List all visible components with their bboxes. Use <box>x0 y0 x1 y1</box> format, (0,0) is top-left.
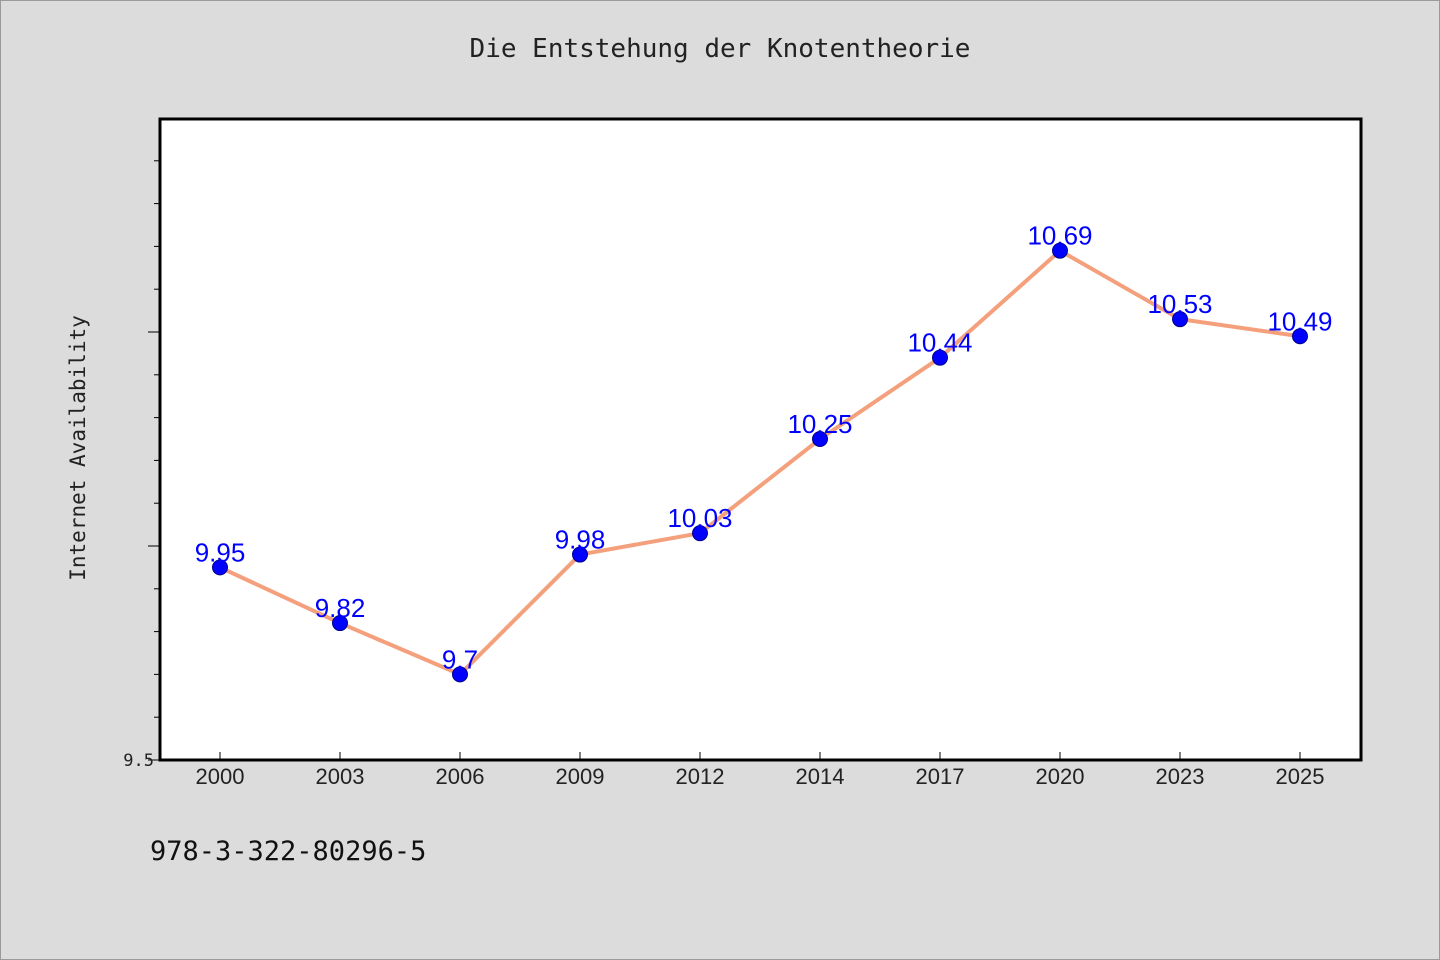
data-point <box>932 349 948 366</box>
data-label: 9.98 <box>555 525 606 555</box>
series-line <box>218 248 1302 677</box>
data-label: 10.44 <box>907 328 972 358</box>
x-tick-label: 2023 <box>1156 764 1205 789</box>
isbn-text: 978-3-322-80296-5 <box>150 836 427 867</box>
data-point <box>1052 242 1068 259</box>
x-tick-label: 2000 <box>196 764 245 789</box>
data-point <box>692 525 708 542</box>
chart-title: Die Entstehung der Knotentheorie <box>469 34 971 64</box>
x-tick-label: 2012 <box>676 764 725 789</box>
data-point <box>1292 328 1308 345</box>
data-label: 10.69 <box>1027 221 1092 251</box>
x-tick-label: 2025 <box>1276 764 1325 789</box>
data-point <box>812 431 828 447</box>
plot-area <box>158 117 1363 762</box>
y-axis-ticks: 9.5 <box>123 160 160 771</box>
data-point <box>212 559 228 576</box>
x-axis-ticks: 2000 2003 2006 2009 2012 2014 2017 2020 2023 2025 <box>196 752 1325 789</box>
x-tick-label: 2014 <box>796 764 845 789</box>
y-tick-label: 9.5 <box>123 751 154 771</box>
data-point <box>1172 311 1188 328</box>
data-point <box>572 546 588 563</box>
x-tick-label: 2003 <box>316 764 365 789</box>
data-label: 10.03 <box>667 503 732 533</box>
data-label-layer: 9.95 9.82 9.7 9.98 10.03 10.25 10.44 10.69 10.53… <box>195 221 1333 675</box>
data-label: 10.25 <box>787 409 852 439</box>
series-layer <box>212 242 1308 683</box>
x-tick-label: 2020 <box>1036 764 1085 789</box>
x-tick-label: 2006 <box>436 764 485 789</box>
data-point <box>332 615 348 632</box>
x-tick-label: 2009 <box>556 764 605 789</box>
data-label: 10.53 <box>1147 289 1212 319</box>
data-label: 9.95 <box>195 537 246 567</box>
data-label: 9.7 <box>442 644 478 674</box>
data-point <box>452 666 468 683</box>
data-label: 9.82 <box>315 593 366 623</box>
x-tick-label: 2017 <box>916 764 965 789</box>
data-label: 10.49 <box>1267 306 1332 336</box>
